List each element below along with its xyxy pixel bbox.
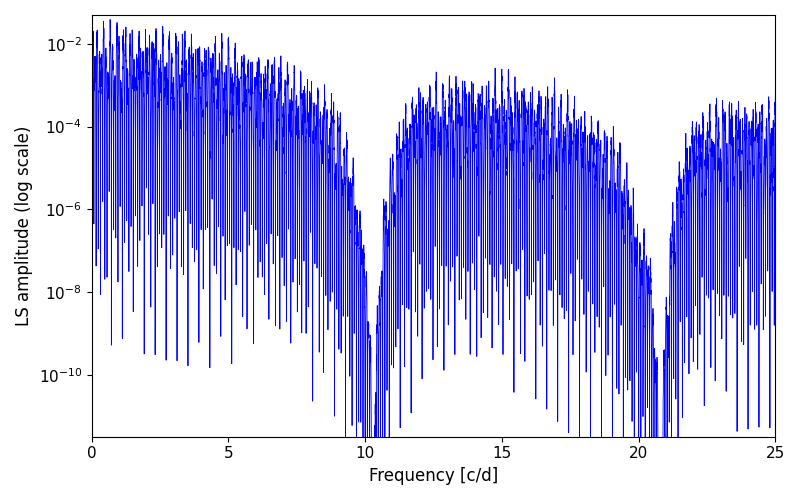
Y-axis label: LS amplitude (log scale): LS amplitude (log scale)	[15, 126, 33, 326]
X-axis label: Frequency [c/d]: Frequency [c/d]	[369, 467, 498, 485]
